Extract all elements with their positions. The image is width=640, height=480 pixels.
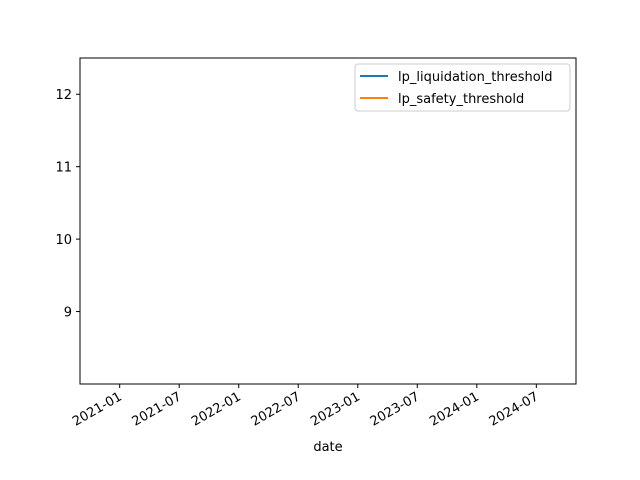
y-tick-label: 11 [55, 161, 72, 176]
y-tick-label: 10 [55, 233, 72, 248]
plot-area-frame [79, 57, 577, 385]
legend-label: lp_liquidation_threshold [398, 70, 553, 85]
y-tick-label: 12 [55, 88, 72, 103]
x-axis-label: date [313, 440, 342, 455]
legend-label: lp_safety_threshold [398, 92, 524, 107]
legend-box [354, 63, 571, 112]
legend: lp_liquidation_threshold lp_safety_thresh… [354, 63, 571, 112]
y-axis-ticks: 9 10 11 12 [55, 88, 80, 321]
y-tick-label: 9 [64, 306, 72, 321]
